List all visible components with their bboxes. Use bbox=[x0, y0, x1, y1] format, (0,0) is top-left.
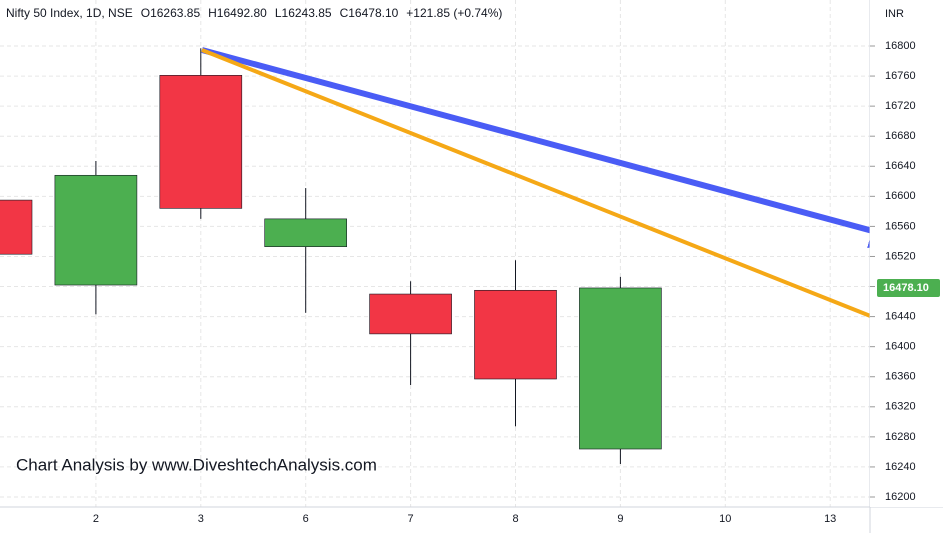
axis-label: INR bbox=[885, 8, 904, 20]
ohlc-label: H16492.80 bbox=[208, 6, 267, 20]
y-tick-label: 16240 bbox=[885, 461, 916, 473]
ohlc-label: O16263.85 bbox=[141, 6, 201, 20]
x-tick-label: 3 bbox=[198, 513, 204, 525]
ohlc-label: C16478.10 bbox=[340, 6, 399, 20]
candle-body bbox=[369, 293, 452, 335]
last-price-label: 16478.10 bbox=[883, 282, 929, 294]
x-tick-label: 8 bbox=[512, 513, 518, 525]
candle-body bbox=[54, 174, 138, 286]
y-tick-label: 16680 bbox=[885, 130, 916, 142]
x-tick-label: 13 bbox=[824, 513, 836, 525]
candle-body bbox=[159, 75, 243, 209]
x-tick-label: 9 bbox=[617, 513, 623, 525]
trend-arrow bbox=[201, 48, 906, 333]
trend-arrow bbox=[201, 47, 907, 249]
annotation: Chart Analysis by www.DiveshtechAnalysis… bbox=[16, 455, 377, 474]
y-tick-label: 16440 bbox=[885, 311, 916, 323]
y-tick-label: 16760 bbox=[885, 70, 916, 82]
y-tick-label: 16400 bbox=[885, 341, 916, 353]
y-tick-label: 16320 bbox=[885, 401, 916, 413]
y-tick-label: 16720 bbox=[885, 100, 916, 112]
y-tick-label: 16800 bbox=[885, 40, 916, 52]
candle-body bbox=[0, 199, 33, 255]
candle-body bbox=[474, 289, 557, 380]
x-tick-label: 10 bbox=[719, 513, 731, 525]
y-tick-label: 16640 bbox=[885, 160, 916, 172]
candle-body bbox=[579, 287, 662, 450]
y-tick-label: 16520 bbox=[885, 250, 916, 262]
y-tick-label: 16560 bbox=[885, 220, 916, 232]
x-tick-label: 6 bbox=[303, 513, 309, 525]
y-tick-label: 16200 bbox=[885, 491, 916, 503]
axis-bg bbox=[870, 0, 943, 507]
header: Nifty 50 Index, 1D, NSE O16263.85 H16492.8… bbox=[6, 6, 502, 20]
chart-title: Nifty 50 Index, 1D, NSE bbox=[6, 6, 133, 20]
y-tick-label: 16280 bbox=[885, 431, 916, 443]
x-tick-label: 2 bbox=[93, 513, 99, 525]
ohlc-label: +121.85 (+0.74%) bbox=[406, 6, 502, 20]
last-price-box bbox=[877, 278, 940, 297]
ohlc-label: L16243.85 bbox=[275, 6, 332, 20]
x-tick-label: 7 bbox=[408, 513, 414, 525]
y-tick-label: 16360 bbox=[885, 371, 916, 383]
candle-body bbox=[264, 218, 348, 247]
y-tick-label: 16600 bbox=[885, 190, 916, 202]
